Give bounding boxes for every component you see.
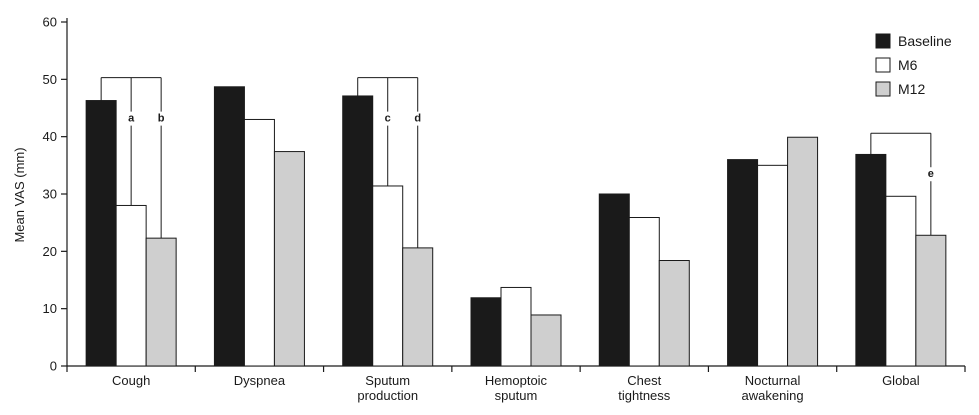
annotation-label: a [128, 113, 135, 125]
legend-swatch-m6 [875, 57, 891, 73]
category-label: Chest tightness [618, 373, 671, 403]
bar-baseline-2 [342, 95, 374, 367]
bar-baseline-0 [85, 100, 117, 367]
legend: Baseline M6 M12 [875, 33, 952, 97]
annotation-label: e [928, 168, 934, 180]
annotation-label-bg [125, 111, 138, 126]
bar-m6-1 [243, 118, 275, 367]
bars [85, 86, 947, 367]
category-label: Cough [112, 373, 150, 388]
y-axis-title: Mean VAS (mm) [12, 147, 27, 242]
category-label: Nocturnal awakening [741, 373, 803, 403]
category-label: Sputum production [357, 373, 418, 403]
bar-m6-5 [757, 164, 789, 367]
bar-m12-1 [273, 151, 305, 367]
annotation-label-bg [411, 111, 424, 126]
bar-baseline-1 [213, 86, 245, 367]
annotation-label-bg [924, 167, 937, 182]
annotation-label-bg [381, 111, 394, 126]
bar-baseline-3 [470, 297, 502, 367]
bar-m6-0 [115, 204, 147, 367]
bar-m6-2 [372, 185, 404, 367]
bar-baseline-5 [727, 159, 759, 367]
annotation-label-bg [155, 111, 168, 126]
significance-brackets: a b c d e [100, 77, 937, 248]
legend-label-baseline: Baseline [898, 33, 952, 49]
bar-m12-2 [402, 247, 434, 367]
y-tick-label: 60 [43, 15, 57, 30]
y-tick-label: 0 [50, 359, 57, 374]
bar-m12-6 [915, 234, 947, 367]
bar-m12-3 [530, 314, 562, 367]
y-tick-label: 40 [43, 129, 57, 144]
legend-label-m12: M12 [898, 81, 925, 97]
y-tick-label: 50 [43, 72, 57, 87]
bar-baseline-4 [598, 193, 630, 367]
category-label: Dyspnea [234, 373, 286, 388]
category-label: Global [882, 373, 920, 388]
annotation-label: b [158, 113, 165, 125]
bar-m12-5 [787, 136, 819, 367]
bar-m12-4 [658, 260, 690, 367]
bar-baseline-6 [855, 153, 887, 367]
legend-label-m6: M6 [898, 57, 918, 73]
bar-m6-3 [500, 286, 532, 367]
legend-swatch-m12 [875, 81, 891, 97]
category-label: Hemoptoic sputum [485, 373, 548, 403]
annotation-label: d [414, 113, 421, 125]
legend-swatch-baseline [875, 33, 891, 49]
y-tick-label: 10 [43, 301, 57, 316]
x-axis: Cough Dyspnea Sputum production Hemoptoic spu… [66, 365, 966, 403]
y-axis: 0 10 20 30 40 50 60 [43, 15, 68, 374]
bar-m6-6 [885, 195, 917, 367]
annotation-label: c [385, 113, 391, 125]
bar-m12-0 [145, 237, 177, 367]
bar-m6-4 [628, 217, 660, 367]
y-tick-label: 20 [43, 244, 57, 259]
y-tick-label: 30 [43, 187, 57, 202]
